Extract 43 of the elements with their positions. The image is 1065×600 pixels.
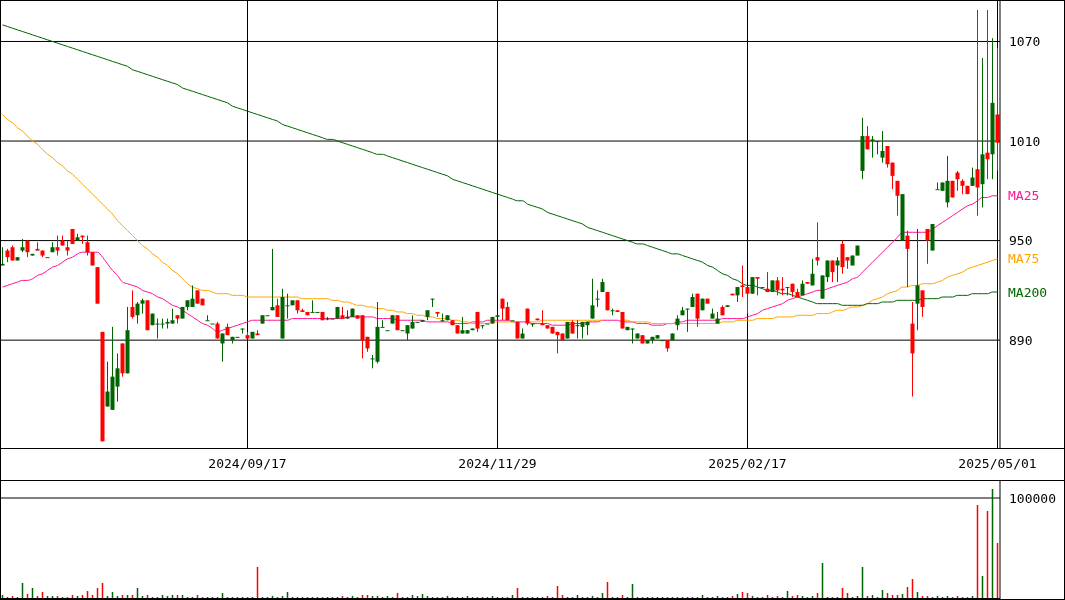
candlestick — [85, 235, 90, 257]
candlestick — [205, 314, 210, 322]
series-label: MA200 — [1008, 284, 1048, 300]
x-tick-label: 2024/11/29 — [458, 456, 537, 471]
candlestick — [135, 301, 140, 325]
y-tick-label: 950 — [1009, 233, 1033, 249]
candlestick — [480, 324, 485, 330]
candlestick — [220, 333, 225, 363]
candlestick — [745, 286, 750, 315]
candlestick — [685, 308, 690, 333]
y-tick-label: 890 — [1009, 332, 1033, 348]
candlestick — [130, 289, 135, 320]
candlestick — [595, 289, 600, 308]
candlestick — [880, 130, 885, 164]
candlestick — [875, 140, 880, 155]
candlestick — [945, 155, 950, 208]
candlestick — [920, 289, 925, 318]
series-label: MA75 — [1008, 251, 1040, 267]
y-tick-label: 100000 — [1009, 490, 1056, 506]
line-series — [2, 195, 998, 333]
candlestick — [160, 318, 165, 330]
candlestick — [190, 284, 195, 308]
candlestick — [55, 235, 60, 257]
candlestick — [275, 298, 280, 318]
y-tick-label: 1010 — [1009, 133, 1041, 149]
y-tick-label: 1070 — [1009, 34, 1041, 50]
candlestick — [970, 167, 975, 187]
candlestick — [270, 248, 275, 311]
candlestick — [755, 276, 760, 296]
series-label: MA25 — [1008, 188, 1040, 204]
candlestick — [870, 135, 875, 159]
x-tick-label: 2025/05/01 — [958, 456, 1037, 471]
candlestick — [925, 228, 930, 265]
x-tick-label: 2024/09/17 — [208, 456, 287, 471]
candlestick — [905, 230, 910, 288]
x-tick-label: 2025/02/17 — [708, 456, 787, 471]
candlestick — [975, 9, 980, 217]
candlestick — [810, 258, 815, 286]
candlestick — [895, 180, 900, 217]
candlestick — [740, 264, 745, 298]
line-series — [2, 24, 998, 306]
candlestick — [815, 221, 820, 266]
candlestick — [590, 278, 595, 320]
